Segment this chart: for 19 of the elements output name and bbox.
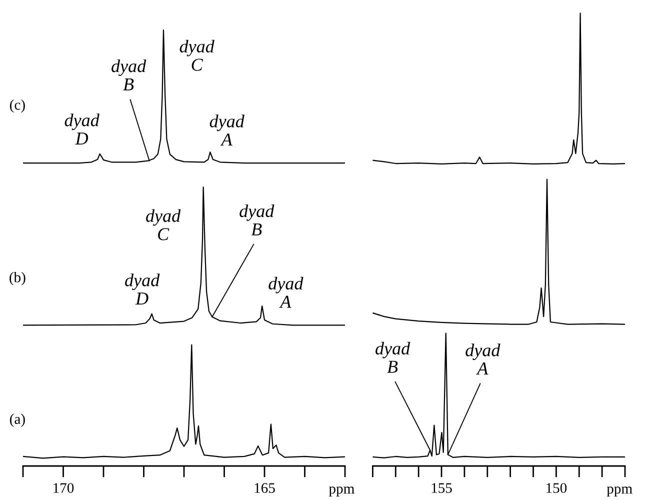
annotation: dyad A [268,276,304,308]
x-axis-title: ppm [328,486,354,497]
annotation: dyad A [466,344,500,374]
annotation: dyad D [125,274,160,304]
annotation: dyad B [240,204,274,236]
x-tick-label: 165 [254,483,275,493]
annotation: (c) [10,99,25,113]
x-tick-label: 170 [54,483,74,493]
annotation: (a) [10,414,25,427]
annotation: dyad C [180,40,214,71]
x-axis-title: ppm [606,486,632,497]
annotation: dyad D [64,114,100,144]
x-tick-label: 155 [432,483,452,493]
annotation: (b) [10,272,26,286]
annotation: dyad B [376,342,410,373]
annotation: dyad C [146,209,181,240]
annotation: dyad A [210,114,244,146]
x-tick-label: 150 [546,483,567,493]
annotation: dyad B [112,59,146,90]
